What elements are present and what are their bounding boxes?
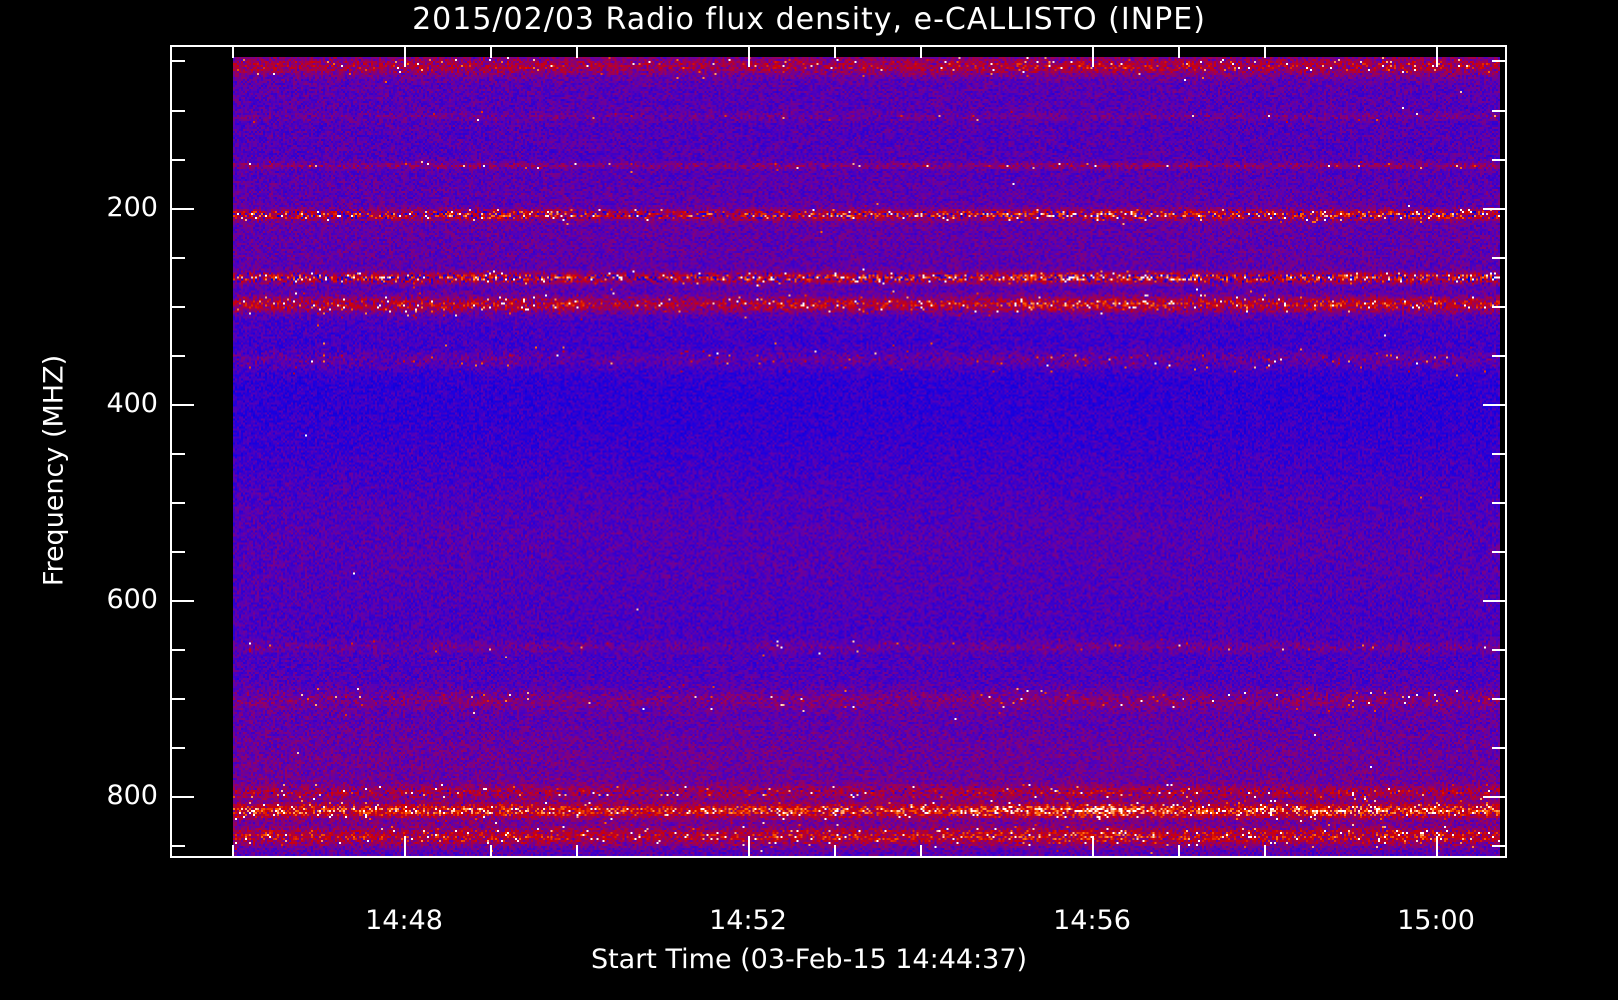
y-minor-tick-right [1492, 453, 1505, 455]
y-minor-tick-right [1492, 649, 1505, 651]
y-minor-tick [172, 698, 185, 700]
x-major-tick [748, 836, 750, 858]
x-minor-tick [1264, 845, 1266, 858]
y-minor-tick [172, 845, 185, 847]
y-minor-tick [172, 355, 185, 357]
x-major-tick-top [748, 45, 750, 67]
x-major-tick [1436, 836, 1438, 858]
y-major-tick [172, 796, 194, 798]
x-minor-tick-top [490, 45, 492, 58]
y-minor-tick-right [1492, 747, 1505, 749]
spectrogram-image-area [233, 57, 1500, 858]
y-minor-tick [172, 257, 185, 259]
x-minor-tick-top [232, 45, 234, 58]
y-tick-label-200: 200 [106, 192, 158, 223]
y-minor-tick-right [1492, 306, 1505, 308]
plot-frame [170, 45, 1507, 858]
y-minor-tick-right [1492, 551, 1505, 553]
y-minor-tick-right [1492, 110, 1505, 112]
y-minor-tick [172, 551, 185, 553]
y-minor-tick-right [1492, 355, 1505, 357]
y-minor-tick [172, 60, 185, 62]
x-major-tick [404, 836, 406, 858]
y-minor-tick-right [1492, 257, 1505, 259]
y-tick-label-800: 800 [106, 780, 158, 811]
y-minor-tick-right [1492, 159, 1505, 161]
x-minor-tick-top [576, 45, 578, 58]
y-tick-label-400: 400 [106, 388, 158, 419]
y-major-tick [172, 208, 194, 210]
y-major-tick [172, 404, 194, 406]
x-minor-tick [920, 845, 922, 858]
y-minor-tick-right [1492, 698, 1505, 700]
x-major-tick-top [1092, 45, 1094, 67]
y-minor-tick [172, 306, 185, 308]
y-minor-tick-right [1492, 60, 1505, 62]
x-tick-label-1456: 14:56 [1053, 905, 1131, 936]
x-tick-label-1452: 14:52 [709, 905, 787, 936]
y-minor-tick-right [1492, 845, 1505, 847]
x-minor-tick [232, 845, 234, 858]
y-minor-tick-right [1492, 502, 1505, 504]
y-major-tick-right [1483, 600, 1505, 602]
x-major-tick [1092, 836, 1094, 858]
dynamic-spectrum-canvas [233, 57, 1500, 858]
x-axis-title: Start Time (03-Feb-15 14:44:37) [590, 944, 1028, 975]
x-minor-tick-top [1264, 45, 1266, 58]
x-major-tick-top [1436, 45, 1438, 67]
y-minor-tick [172, 110, 185, 112]
y-minor-tick [172, 453, 185, 455]
y-minor-tick [172, 747, 185, 749]
x-minor-tick [490, 845, 492, 858]
x-tick-label-1500: 15:00 [1397, 905, 1475, 936]
y-axis-title: Frequency (MHZ) [38, 354, 70, 587]
x-minor-tick [576, 845, 578, 858]
y-minor-tick [172, 502, 185, 504]
y-major-tick-right [1483, 208, 1505, 210]
x-minor-tick-top [920, 45, 922, 58]
y-minor-tick [172, 649, 185, 651]
x-minor-tick [834, 845, 836, 858]
x-minor-tick-top [1178, 45, 1180, 58]
y-major-tick-right [1483, 796, 1505, 798]
y-major-tick-right [1483, 404, 1505, 406]
x-major-tick-top [404, 45, 406, 67]
y-major-tick [172, 600, 194, 602]
x-minor-tick [1178, 845, 1180, 858]
x-tick-label-1448: 14:48 [365, 905, 443, 936]
figure-title: 2015/02/03 Radio flux density, e-CALLIST… [412, 2, 1206, 37]
x-minor-tick-top [834, 45, 836, 58]
y-minor-tick [172, 159, 185, 161]
y-tick-label-600: 600 [106, 584, 158, 615]
